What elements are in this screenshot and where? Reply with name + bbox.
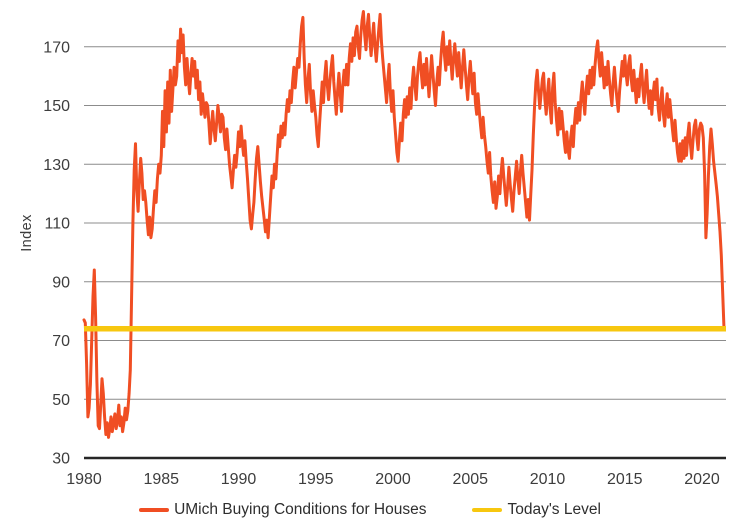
y-tick-label: 170 [43,39,70,56]
x-tick-label: 2005 [452,471,488,488]
series-line [82,10,726,439]
x-tick-label: 2000 [375,471,411,488]
series-line-swatch [139,507,170,513]
x-tick-label: 2010 [530,471,566,488]
y-tick-label: 90 [52,274,70,291]
legend-label-series: UMich Buying Conditions for Houses [174,501,427,518]
legend-label-today: Today's Level [507,501,601,518]
x-tick-label: 1995 [298,471,334,488]
y-tick-label: 110 [44,216,70,233]
x-tick-label: 1980 [66,471,102,488]
y-axis-title: Index [19,214,35,252]
legend: UMich Buying Conditions for Houses Today… [0,501,740,519]
x-tick-label: 1985 [143,471,179,488]
y-tick-label: 70 [52,333,70,350]
x-tick-label: 2020 [684,471,720,488]
y-tick-label: 150 [43,98,70,115]
legend-item-today: Today's Level [472,501,601,519]
y-tick-label: 130 [43,157,70,174]
today-line-swatch [472,507,503,513]
y-tick-label: 30 [52,451,70,468]
x-tick-label: 2015 [607,471,643,488]
legend-item-series: UMich Buying Conditions for Houses [139,501,426,519]
x-tick-label: 1990 [221,471,257,488]
y-tick-label: 50 [52,392,70,409]
